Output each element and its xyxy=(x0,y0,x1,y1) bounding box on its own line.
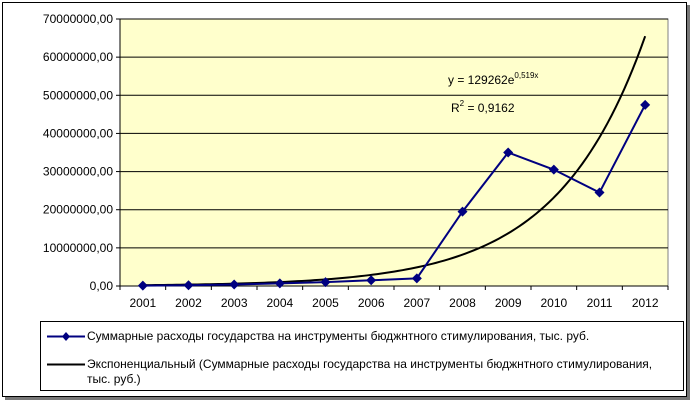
y-tick-label: 70000000,00 xyxy=(43,12,113,26)
data-point-marker xyxy=(640,99,651,110)
legend-trendline-symbol xyxy=(45,357,87,372)
data-point-marker xyxy=(366,275,377,286)
y-tick-label: 20000000,00 xyxy=(43,203,113,217)
chart-frame: 0,00 10000000,00 20000000,00 30000000,00 400… xyxy=(2,2,687,397)
legend-item-series: Суммарные расходы государства на инструм… xyxy=(45,329,677,344)
y-tick-label: 60000000,00 xyxy=(43,50,113,64)
data-point-marker xyxy=(229,279,240,290)
x-tick-label: 2008 xyxy=(449,296,476,310)
x-tick-label: 2011 xyxy=(587,296,613,310)
y-tick-label: 40000000,00 xyxy=(43,126,113,140)
data-point-marker xyxy=(411,273,422,284)
y-axis-ticks: 0,00 10000000,00 20000000,00 30000000,00 400… xyxy=(43,12,121,293)
legend-series-label: Суммарные расходы государства на инструм… xyxy=(87,329,590,343)
data-point-marker xyxy=(183,280,194,291)
legend-series-symbol xyxy=(45,329,87,344)
plot-area xyxy=(119,18,669,287)
x-tick-label: 2007 xyxy=(403,296,430,310)
legend-item-trendline: Экспоненциальный (Суммарные расходы госу… xyxy=(45,357,677,387)
x-axis-ticks: 2001 2002 2003 2004 2005 2006 2007 2008 2009 2010… xyxy=(119,285,669,310)
data-point-marker xyxy=(274,278,285,289)
x-tick-label: 2003 xyxy=(221,296,248,310)
data-point-marker xyxy=(457,206,468,217)
y-tick-label: 50000000,00 xyxy=(43,88,113,102)
x-tick-label: 2010 xyxy=(540,296,567,310)
y-tick-label: 30000000,00 xyxy=(43,165,113,179)
x-tick-label: 2006 xyxy=(358,296,385,310)
x-tick-label: 2001 xyxy=(129,296,156,310)
x-tick-label: 2004 xyxy=(266,296,293,310)
data-point-marker xyxy=(320,277,331,288)
x-tick-label: 2002 xyxy=(175,296,202,310)
chart-svg: 0,00 10000000,00 20000000,00 30000000,00 400… xyxy=(43,12,669,310)
data-point-marker xyxy=(137,280,148,291)
series-line xyxy=(142,104,647,287)
trend-r-squared: R2 = 0,9162 xyxy=(451,99,515,115)
legend: Суммарные расходы государства на инструм… xyxy=(40,321,684,391)
data-point-marker xyxy=(503,147,514,158)
legend-trendline-label: Экспоненциальный (Суммарные расходы госу… xyxy=(87,357,653,386)
x-tick-label: 2009 xyxy=(495,296,522,310)
x-tick-label: 2012 xyxy=(632,296,659,310)
data-point-marker xyxy=(594,187,605,198)
data-point-marker xyxy=(548,164,559,175)
y-tick-label: 0,00 xyxy=(90,279,114,293)
x-tick-label: 2005 xyxy=(312,296,339,310)
trend-equation: y = 129262e0,519x xyxy=(448,71,538,87)
y-tick-label: 10000000,00 xyxy=(43,241,113,255)
series-markers xyxy=(137,99,651,291)
